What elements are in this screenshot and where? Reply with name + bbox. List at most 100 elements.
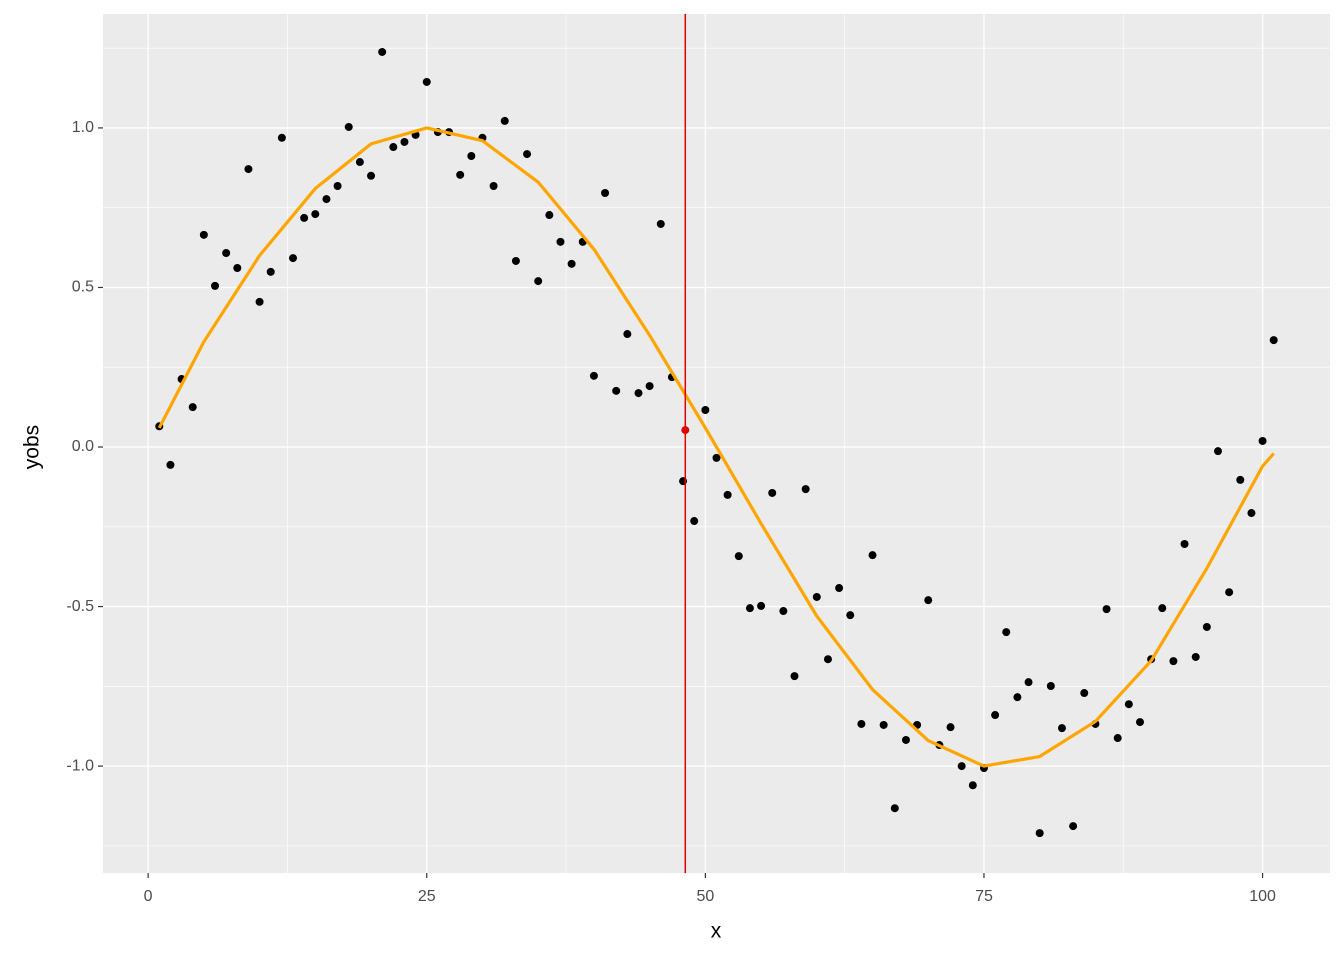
point bbox=[367, 171, 376, 180]
x-tick-label: 50 bbox=[696, 888, 714, 905]
point bbox=[723, 490, 732, 499]
point bbox=[523, 150, 532, 159]
point bbox=[1080, 689, 1089, 698]
y-tick-label: 0.0 bbox=[72, 438, 94, 455]
point bbox=[211, 281, 220, 290]
point bbox=[1013, 693, 1022, 702]
point bbox=[623, 330, 632, 339]
point bbox=[1269, 336, 1278, 345]
point bbox=[968, 781, 977, 790]
y-tick-label: 0.5 bbox=[72, 279, 94, 296]
point bbox=[645, 382, 654, 391]
fit-line bbox=[157, 126, 1275, 768]
point bbox=[1225, 588, 1234, 597]
point bbox=[467, 151, 476, 160]
point bbox=[1158, 604, 1167, 613]
y-tick-label: -1.0 bbox=[66, 757, 94, 774]
y-tick-label: -0.5 bbox=[66, 598, 94, 615]
point bbox=[712, 453, 721, 462]
point bbox=[511, 256, 520, 265]
point bbox=[1102, 605, 1111, 614]
point bbox=[589, 371, 598, 380]
point bbox=[701, 405, 710, 414]
point bbox=[233, 263, 242, 272]
point bbox=[300, 213, 309, 222]
point bbox=[389, 143, 398, 152]
point bbox=[222, 249, 231, 258]
point bbox=[991, 711, 1000, 720]
y-axis-title: yobs bbox=[21, 425, 44, 469]
point bbox=[745, 604, 754, 613]
point bbox=[311, 210, 320, 219]
point bbox=[957, 762, 966, 771]
point bbox=[835, 584, 844, 593]
point bbox=[244, 165, 253, 174]
point bbox=[1213, 447, 1222, 456]
point bbox=[166, 460, 175, 469]
point bbox=[734, 552, 743, 561]
point bbox=[1169, 657, 1178, 666]
x-axis-title: x bbox=[711, 920, 722, 943]
point bbox=[545, 211, 554, 220]
x-tick-label: 0 bbox=[144, 888, 153, 905]
point bbox=[255, 297, 264, 306]
point bbox=[823, 655, 832, 664]
point bbox=[1124, 700, 1133, 709]
point bbox=[1035, 829, 1044, 838]
point bbox=[556, 237, 565, 246]
point bbox=[924, 596, 933, 605]
point bbox=[378, 47, 387, 56]
point bbox=[1069, 822, 1078, 831]
point bbox=[1046, 682, 1055, 691]
point bbox=[456, 170, 465, 179]
x-tick-label: 25 bbox=[418, 888, 436, 905]
point bbox=[801, 485, 810, 494]
point bbox=[500, 116, 509, 125]
point bbox=[1258, 436, 1267, 445]
point bbox=[779, 607, 788, 616]
point bbox=[188, 403, 197, 412]
x-tick-label: 75 bbox=[975, 888, 993, 905]
y-tick-label: 1.0 bbox=[72, 119, 94, 136]
point bbox=[277, 133, 286, 142]
point bbox=[1135, 718, 1144, 727]
point bbox=[690, 517, 699, 526]
point bbox=[790, 672, 799, 681]
point bbox=[355, 158, 364, 167]
point bbox=[199, 230, 208, 239]
point bbox=[266, 267, 275, 276]
point bbox=[1113, 734, 1122, 743]
panel bbox=[103, 14, 1330, 873]
x-tick-label: 100 bbox=[1249, 888, 1276, 905]
point bbox=[846, 611, 855, 620]
point bbox=[1002, 628, 1011, 637]
point bbox=[333, 181, 342, 190]
highlight-point bbox=[681, 426, 690, 435]
point bbox=[634, 389, 643, 398]
point bbox=[612, 386, 621, 395]
point bbox=[1057, 724, 1066, 733]
point bbox=[567, 259, 576, 268]
point bbox=[901, 735, 910, 744]
point bbox=[812, 592, 821, 601]
point bbox=[1024, 678, 1033, 687]
point bbox=[1191, 652, 1200, 661]
point bbox=[868, 551, 877, 560]
point bbox=[400, 137, 409, 146]
point bbox=[489, 181, 498, 190]
point bbox=[322, 195, 331, 204]
point bbox=[1236, 475, 1245, 484]
point bbox=[344, 122, 353, 131]
point bbox=[946, 723, 955, 732]
point bbox=[757, 601, 766, 610]
point bbox=[289, 254, 298, 263]
point bbox=[879, 720, 888, 729]
point bbox=[768, 488, 777, 497]
point bbox=[534, 277, 543, 286]
point bbox=[1247, 509, 1256, 518]
point bbox=[422, 77, 431, 86]
point bbox=[857, 719, 866, 728]
point bbox=[601, 189, 610, 198]
